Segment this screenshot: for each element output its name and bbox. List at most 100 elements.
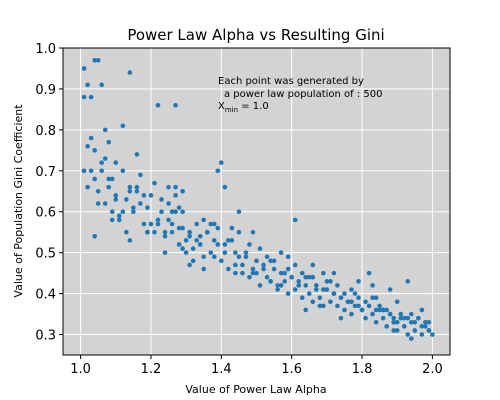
data-point [419, 332, 425, 337]
data-point [109, 209, 115, 215]
data-point [345, 299, 351, 305]
data-point [380, 315, 386, 321]
data-point [412, 319, 418, 325]
data-point [141, 221, 147, 227]
data-point [352, 303, 358, 309]
data-point [229, 238, 235, 243]
data-point [99, 82, 104, 88]
data-point [201, 266, 207, 272]
data-point [152, 229, 157, 235]
data-point [370, 295, 375, 300]
data-point [243, 254, 249, 260]
annotation-line-2: a power law population of : 500 [224, 89, 383, 100]
data-point [162, 233, 168, 239]
data-point [324, 279, 330, 284]
data-point [116, 213, 122, 219]
data-point [275, 287, 280, 292]
data-point [92, 57, 97, 63]
data-point [134, 184, 140, 190]
data-point [81, 66, 87, 71]
data-point [233, 250, 238, 255]
data-point [211, 254, 217, 260]
data-point [254, 258, 259, 264]
data-point [370, 311, 375, 317]
data-point [127, 188, 133, 194]
data-point [85, 82, 90, 88]
data-point [141, 193, 147, 198]
data-point [197, 242, 203, 247]
data-point [296, 279, 302, 284]
chart-title: Power Law Alpha vs Resulting Gini [127, 26, 384, 44]
data-point [401, 324, 407, 329]
x-tick-label: 1.6 [281, 362, 302, 377]
data-point [222, 242, 228, 247]
data-point [398, 311, 404, 317]
data-point [190, 258, 196, 264]
data-point [356, 295, 361, 300]
data-point [95, 188, 101, 194]
data-point [349, 311, 354, 317]
data-point [92, 148, 97, 153]
data-point [155, 103, 161, 108]
data-point [131, 209, 136, 215]
data-point [201, 217, 207, 223]
data-point [342, 291, 347, 296]
data-point [380, 307, 386, 313]
data-point [363, 299, 368, 305]
data-point [134, 188, 140, 194]
data-point [278, 270, 284, 276]
data-point [240, 262, 245, 268]
data-point [387, 287, 393, 292]
data-point [109, 217, 115, 223]
data-point [176, 205, 182, 210]
data-point [261, 262, 266, 268]
data-point [310, 299, 316, 305]
data-point [247, 274, 252, 280]
data-point [373, 319, 379, 325]
y-tick-label: 0.6 [35, 206, 56, 221]
data-point [236, 209, 242, 215]
data-point [331, 270, 337, 276]
data-point [306, 274, 312, 280]
data-point [240, 270, 245, 276]
data-point [148, 193, 154, 198]
data-point [250, 270, 256, 276]
data-point [162, 250, 168, 255]
data-point [219, 160, 224, 165]
x-tick-label: 1.2 [141, 362, 162, 377]
data-point [145, 229, 150, 235]
data-point [85, 143, 90, 149]
data-point [169, 229, 175, 235]
data-point [363, 315, 368, 321]
data-point [285, 254, 291, 260]
data-point [215, 168, 221, 174]
data-point [183, 238, 189, 243]
data-point [138, 201, 143, 206]
annotation-line-3: Xmin = 1.0 [218, 101, 269, 114]
data-point [409, 311, 414, 317]
data-point [419, 324, 425, 329]
data-point [236, 254, 242, 260]
data-point [190, 246, 196, 251]
data-point [173, 184, 178, 190]
data-point [338, 315, 344, 321]
data-point [173, 193, 178, 198]
data-point [314, 287, 319, 292]
data-point [416, 315, 421, 321]
data-point [180, 225, 185, 231]
data-point [292, 217, 298, 223]
data-point [373, 295, 379, 300]
data-point [268, 279, 273, 284]
data-point [254, 270, 259, 276]
data-point [187, 262, 192, 268]
data-point [187, 229, 192, 235]
data-point [257, 283, 263, 288]
y-tick-label: 0.8 [35, 124, 56, 139]
x-tick-label: 1.0 [70, 362, 91, 377]
annotation: Each point was generated by a power law … [218, 76, 383, 114]
data-point [321, 287, 326, 292]
data-series [81, 57, 435, 341]
data-point [233, 262, 238, 268]
data-point [226, 238, 231, 243]
data-point [384, 324, 389, 329]
